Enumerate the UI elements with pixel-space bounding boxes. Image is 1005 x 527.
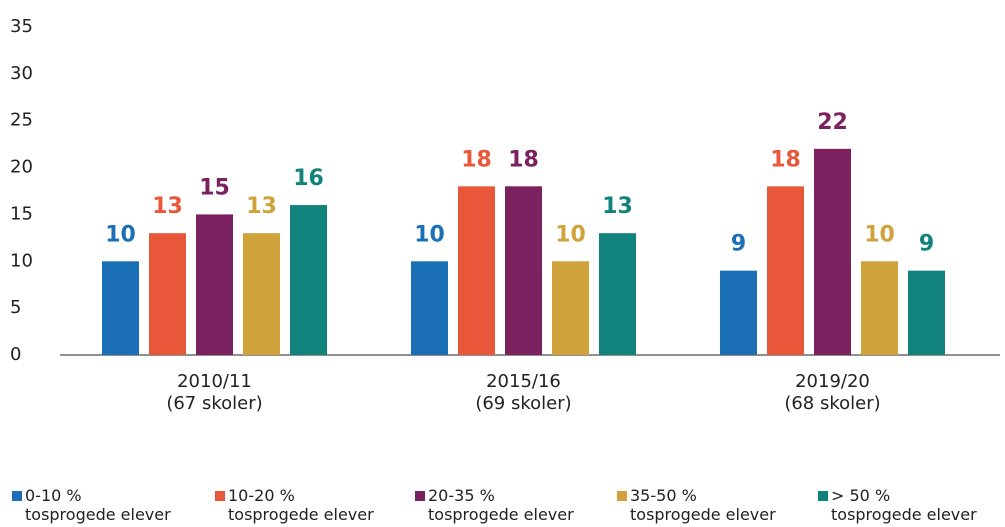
bar (102, 261, 139, 355)
bar (290, 205, 327, 355)
legend-item: 0-10 % tosprogede elever (12, 486, 171, 524)
value-label: 13 (152, 194, 183, 219)
x-tick-label: 2015/16 (69 skoler) (475, 371, 572, 414)
x-tick-label: 2010/11 (67 skoler) (166, 371, 263, 414)
legend-item: 20-35 % tosprogede elever (415, 486, 574, 524)
value-label: 10 (105, 222, 136, 247)
bar (243, 233, 280, 355)
y-tick-label: 15 (10, 203, 33, 224)
value-label: 10 (414, 222, 445, 247)
value-label: 18 (770, 147, 801, 172)
bar (458, 186, 495, 355)
legend-swatch (617, 491, 627, 501)
y-tick-label: 20 (10, 157, 33, 178)
bar (552, 261, 589, 355)
bar (411, 261, 448, 355)
y-tick-label: 35 (10, 16, 33, 37)
value-label: 18 (461, 147, 492, 172)
legend-label: 20-35 % tosprogede elever (428, 486, 574, 524)
value-label: 16 (293, 166, 324, 191)
bar (814, 148, 851, 355)
legend-swatch (415, 491, 425, 501)
y-tick-label: 0 (10, 344, 21, 365)
bar (599, 233, 636, 355)
value-label: 15 (199, 175, 230, 200)
bar (720, 270, 757, 355)
bar (149, 233, 186, 355)
legend-label: > 50 % tosprogede elever (831, 486, 977, 524)
legend-label: 10-20 % tosprogede elever (228, 486, 374, 524)
legend-item: > 50 % tosprogede elever (818, 486, 977, 524)
legend-label: 0-10 % tosprogede elever (25, 486, 171, 524)
value-label: 13 (602, 194, 633, 219)
legend-item: 10-20 % tosprogede elever (215, 486, 374, 524)
bar (196, 214, 233, 355)
value-label: 18 (508, 147, 539, 172)
y-tick-label: 30 (10, 63, 33, 84)
bar (908, 270, 945, 355)
legend-swatch (12, 491, 22, 501)
value-label: 9 (919, 232, 934, 257)
value-label: 13 (246, 194, 277, 219)
value-label: 10 (555, 222, 586, 247)
legend-swatch (215, 491, 225, 501)
y-tick-label: 5 (10, 297, 21, 318)
bar (861, 261, 898, 355)
bar (505, 186, 542, 355)
legend-item: 35-50 % tosprogede elever (617, 486, 776, 524)
value-label: 9 (731, 232, 746, 257)
value-label: 10 (864, 222, 895, 247)
x-tick-label: 2019/20 (68 skoler) (784, 371, 881, 414)
y-tick-label: 10 (10, 250, 33, 271)
value-label: 22 (817, 110, 848, 135)
legend-swatch (818, 491, 828, 501)
legend-label: 35-50 % tosprogede elever (630, 486, 776, 524)
bar (767, 186, 804, 355)
y-tick-label: 25 (10, 110, 33, 131)
